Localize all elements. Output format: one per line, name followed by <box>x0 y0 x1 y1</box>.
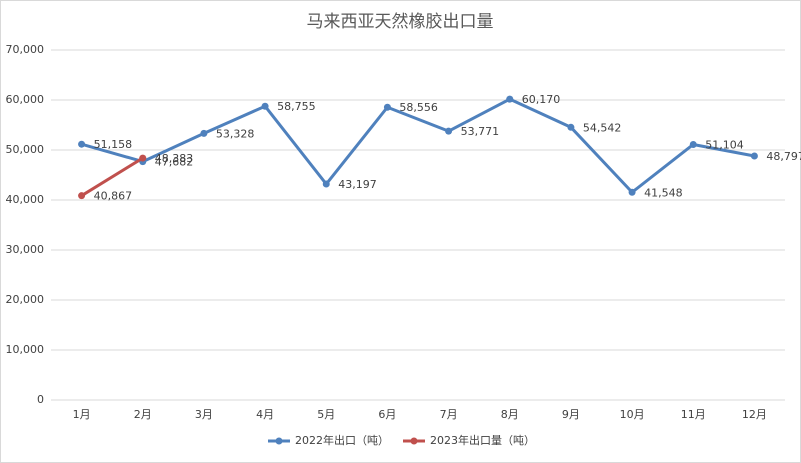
data-point <box>78 192 86 200</box>
data-point <box>78 140 86 148</box>
x-tick-label: 4月 <box>256 408 274 421</box>
data-point <box>445 127 453 135</box>
data-label: 40,867 <box>94 190 133 203</box>
data-point <box>628 188 636 196</box>
data-label: 48,383 <box>155 152 194 165</box>
y-tick-label: 40,000 <box>6 193 45 206</box>
data-point <box>567 123 575 131</box>
data-point <box>261 102 269 110</box>
data-label: 58,755 <box>277 100 316 113</box>
y-tick-label: 10,000 <box>6 343 45 356</box>
chart-title: 马来西亚天然橡胶出口量 <box>307 12 494 32</box>
x-tick-label: 11月 <box>681 408 706 421</box>
x-tick-label: 12月 <box>742 408 767 421</box>
data-point <box>689 140 697 148</box>
x-tick-label: 10月 <box>620 408 645 421</box>
legend-marker <box>275 437 283 445</box>
legend-marker <box>410 437 418 445</box>
data-label: 43,197 <box>338 178 377 191</box>
data-label: 48,797 <box>766 150 801 163</box>
data-label: 47,682 <box>155 156 194 169</box>
y-tick-label: 20,000 <box>6 293 45 306</box>
x-tick-label: 5月 <box>317 408 335 421</box>
series-line <box>81 97 755 194</box>
data-label: 53,771 <box>461 125 500 138</box>
x-tick-label: 3月 <box>195 408 213 421</box>
data-point <box>200 129 208 137</box>
x-tick-label: 9月 <box>562 408 580 421</box>
x-tick-label: 1月 <box>73 408 91 421</box>
y-tick-label: 0 <box>37 393 44 406</box>
data-point <box>383 103 391 111</box>
data-point <box>506 95 514 103</box>
x-tick-label: 6月 <box>378 408 396 421</box>
series-line <box>80 156 144 197</box>
data-label: 53,328 <box>216 127 255 140</box>
y-tick-label: 70,000 <box>6 43 45 56</box>
data-point <box>139 154 147 162</box>
x-tick-label: 7月 <box>440 408 458 421</box>
data-label: 58,556 <box>399 101 438 114</box>
y-tick-label: 30,000 <box>6 243 45 256</box>
data-label: 41,548 <box>644 186 683 199</box>
y-tick-label: 50,000 <box>6 143 45 156</box>
x-tick-label: 8月 <box>501 408 519 421</box>
x-tick-label: 2月 <box>134 408 152 421</box>
legend-label: 2022年出口（吨） <box>295 433 389 447</box>
y-tick-label: 60,000 <box>6 93 45 106</box>
data-label: 51,104 <box>705 138 744 151</box>
data-label: 51,158 <box>94 138 133 151</box>
data-label: 54,542 <box>583 121 622 134</box>
data-point <box>750 152 758 160</box>
data-label: 60,170 <box>522 93 561 106</box>
legend-label: 2023年出口量（吨） <box>430 433 535 447</box>
data-point <box>322 180 330 188</box>
